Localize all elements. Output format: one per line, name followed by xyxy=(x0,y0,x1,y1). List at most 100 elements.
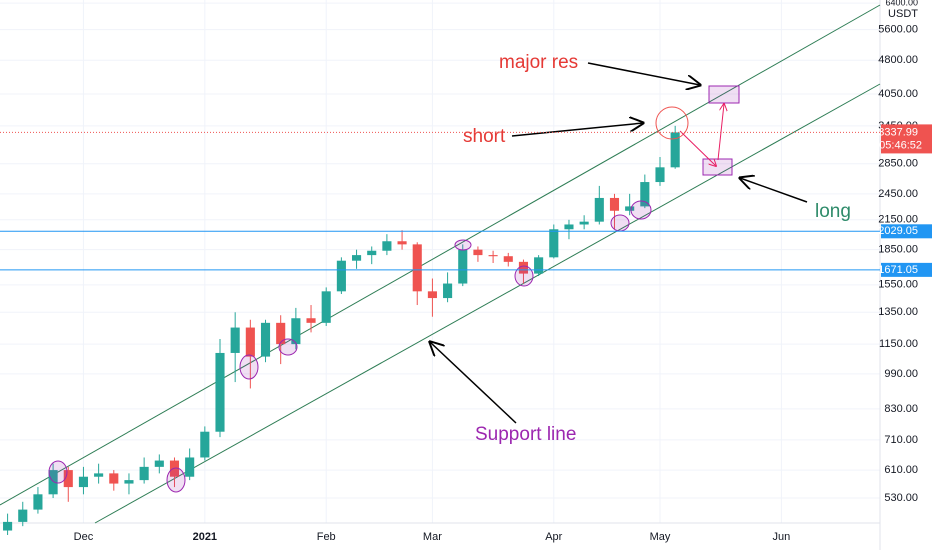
candle-body xyxy=(200,431,210,458)
x-tick-label: 2021 xyxy=(193,531,217,543)
resistance-line xyxy=(0,4,881,506)
y-tick-label: 2450.00 xyxy=(878,188,918,200)
touch-circle xyxy=(514,265,534,287)
candle-body xyxy=(185,457,195,477)
touch-circle xyxy=(454,239,472,251)
y-tick-label: 2150.00 xyxy=(878,214,918,226)
candle-body xyxy=(3,521,13,531)
candle-body xyxy=(276,322,286,345)
price-tag-label: 2029.05 xyxy=(878,225,918,237)
candle-body xyxy=(352,255,362,261)
x-tick-label: Dec xyxy=(74,531,94,543)
y-tick-label: 1850.00 xyxy=(878,244,918,256)
highlight-circle xyxy=(655,106,689,140)
candle-body xyxy=(336,260,346,292)
last-price-tag xyxy=(881,124,932,154)
candle-body xyxy=(48,470,58,495)
candle-body xyxy=(321,291,331,323)
touch-circle xyxy=(610,214,630,232)
currency-label: USDT xyxy=(888,8,918,20)
candle-body xyxy=(503,256,513,262)
arrow xyxy=(740,178,808,203)
annotation: long xyxy=(815,201,851,222)
y-tick-label: 830.00 xyxy=(884,403,918,415)
y-tick-label: 530.00 xyxy=(884,492,918,504)
candle-body xyxy=(124,480,134,484)
arrow xyxy=(430,342,517,424)
target-box xyxy=(702,158,733,176)
candle-body xyxy=(443,283,453,299)
candle-body xyxy=(139,466,149,481)
touch-circle xyxy=(630,200,652,220)
candle-body xyxy=(215,352,225,432)
candle-body xyxy=(609,197,620,211)
candle-body xyxy=(427,291,437,299)
y-tick-label: 610.00 xyxy=(884,464,918,476)
price-tag xyxy=(881,262,932,277)
path-arrow xyxy=(717,104,724,161)
candle-body xyxy=(94,473,104,477)
candle-body xyxy=(306,318,316,323)
x-tick-label: Mar xyxy=(423,531,442,543)
touch-circle xyxy=(48,460,68,484)
candle-body xyxy=(367,250,377,256)
candle-body xyxy=(473,249,483,256)
candle-body xyxy=(518,261,528,274)
y-tick-label: 1550.00 xyxy=(878,279,918,291)
candle-body xyxy=(488,255,498,257)
candle-body xyxy=(230,327,240,353)
candle-body xyxy=(549,229,559,258)
last-price-label: 3337.99 xyxy=(878,126,918,138)
y-tick-label: 710.00 xyxy=(884,434,918,446)
touch-circle xyxy=(166,467,186,493)
support-line xyxy=(94,83,881,524)
candle-body xyxy=(260,322,271,357)
candle-body xyxy=(63,470,73,488)
candle-body xyxy=(412,244,422,292)
x-tick-label: Feb xyxy=(317,531,336,543)
y-tick-label: 4800.00 xyxy=(878,54,918,66)
y-tick-label: 1150.00 xyxy=(879,338,918,350)
path-arrow xyxy=(679,130,716,166)
candle-body xyxy=(655,167,665,183)
target-box xyxy=(708,85,740,104)
price-tag-label: 1671.05 xyxy=(878,264,918,276)
y-tick-label: 2850.00 xyxy=(878,158,918,170)
candle-body xyxy=(18,509,28,522)
candle-body xyxy=(640,182,650,207)
countdown-label: 05:46:52 xyxy=(879,139,922,151)
y-tick-label: 1350.00 xyxy=(878,306,918,318)
x-tick-label: May xyxy=(650,531,671,543)
candle-body xyxy=(670,132,680,168)
candle-body xyxy=(579,221,589,225)
annotation: major res xyxy=(499,52,578,73)
y-tick-label: 5600.00 xyxy=(878,24,918,36)
y-tick-label: 4050.00 xyxy=(878,88,918,100)
touch-circle xyxy=(239,354,259,380)
arrow xyxy=(587,62,700,85)
candle-body xyxy=(594,197,604,222)
candle-body xyxy=(154,460,164,467)
annotation: short xyxy=(463,126,506,147)
candle-body xyxy=(109,473,119,484)
y-tick-label: 990.00 xyxy=(884,368,918,380)
annotation: Support line xyxy=(475,424,576,445)
candle-body xyxy=(458,249,468,284)
candle-body xyxy=(625,206,635,211)
candle-body xyxy=(382,241,392,251)
touch-markers xyxy=(48,85,740,493)
x-tick-label: Jun xyxy=(773,531,791,543)
x-tick-label: Apr xyxy=(545,531,562,543)
candle-body xyxy=(245,327,255,357)
price-tag xyxy=(881,224,932,239)
candle-body xyxy=(534,257,544,274)
candle-body xyxy=(564,224,574,230)
y-tick-label: 6400.00 xyxy=(885,0,918,7)
candle-body xyxy=(397,241,407,245)
touch-circle xyxy=(278,338,298,356)
arrow xyxy=(511,123,643,137)
candle-body xyxy=(291,318,301,345)
candle-body xyxy=(78,476,88,488)
candle-body xyxy=(33,494,43,510)
